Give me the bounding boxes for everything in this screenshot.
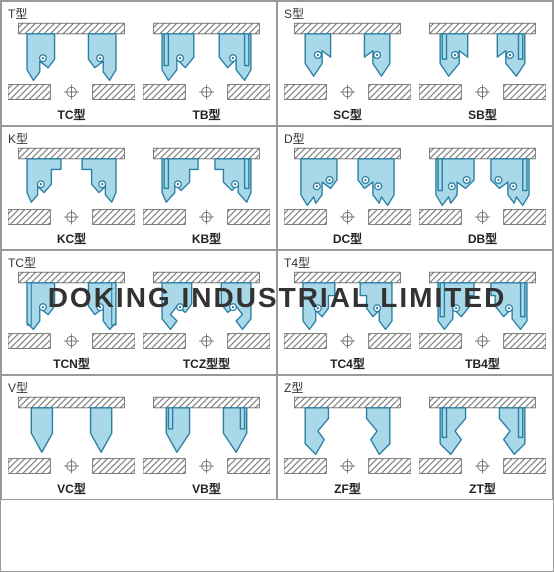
seal-item: SC型: [284, 19, 411, 122]
seal-diagram-sc: [284, 19, 411, 104]
group-cell: TC型 TCN型 TCZ型型: [1, 250, 277, 375]
seal-item-label: TCN型: [53, 355, 90, 371]
seal-diagram-dc: [284, 144, 411, 229]
seal-diagram-tc4: [284, 268, 411, 353]
group-cell: V型 VC型 VB型: [1, 375, 277, 500]
seal-diagram-zt: [419, 393, 546, 478]
seal-item: TCZ型型: [143, 268, 270, 371]
group-title: T型: [8, 5, 270, 19]
group-title: S型: [284, 5, 546, 19]
seal-type-grid: T型 TC型 TB型S型 S: [0, 0, 554, 572]
group-cell: K型 KC型 KB型: [1, 126, 277, 251]
seal-item-label: TCZ型型: [183, 355, 230, 371]
group-items: TC4型 TB4型: [284, 268, 546, 371]
group-title: K型: [8, 130, 270, 144]
seal-diagram-db: [419, 144, 546, 229]
group-items: DC型 DB型: [284, 144, 546, 247]
group-cell: D型 DC型 DB型: [277, 126, 553, 251]
group-cell: T4型 TC4型 TB4型: [277, 250, 553, 375]
seal-item: VB型: [143, 393, 270, 496]
group-title: V型: [8, 379, 270, 393]
seal-item: VC型: [8, 393, 135, 496]
seal-diagram-tcn: [8, 268, 135, 353]
seal-item-label: TB型: [193, 106, 221, 122]
seal-item: ZF型: [284, 393, 411, 496]
seal-item: KB型: [143, 144, 270, 247]
seal-item: TC型: [8, 19, 135, 122]
seal-diagram-vc: [8, 393, 135, 478]
seal-item: DB型: [419, 144, 546, 247]
group-items: TC型 TB型: [8, 19, 270, 122]
seal-item: TB型: [143, 19, 270, 122]
seal-item: TC4型: [284, 268, 411, 371]
seal-diagram-kc: [8, 144, 135, 229]
seal-item-label: VB型: [192, 480, 221, 496]
group-title: T4型: [284, 254, 546, 268]
seal-diagram-tcz: [143, 268, 270, 353]
group-cell: S型 SC型 SB型: [277, 1, 553, 126]
seal-item: KC型: [8, 144, 135, 247]
seal-item-label: TC型: [58, 106, 86, 122]
group-items: SC型 SB型: [284, 19, 546, 122]
group-cell: T型 TC型 TB型: [1, 1, 277, 126]
seal-item-label: KB型: [192, 230, 221, 246]
seal-item-label: KC型: [57, 230, 86, 246]
seal-item-label: TB4型: [465, 355, 500, 371]
seal-diagram-zf: [284, 393, 411, 478]
seal-item: TB4型: [419, 268, 546, 371]
group-title: D型: [284, 130, 546, 144]
group-items: ZF型 ZT型: [284, 393, 546, 496]
seal-item-label: DB型: [468, 230, 497, 246]
group-title: Z型: [284, 379, 546, 393]
seal-item-label: TC4型: [330, 355, 365, 371]
seal-diagram-tb4: [419, 268, 546, 353]
seal-item: DC型: [284, 144, 411, 247]
group-items: TCN型 TCZ型型: [8, 268, 270, 371]
seal-item-label: DC型: [333, 230, 362, 246]
seal-item: TCN型: [8, 268, 135, 371]
seal-item-label: ZT型: [469, 480, 496, 496]
seal-item: ZT型: [419, 393, 546, 496]
group-items: VC型 VB型: [8, 393, 270, 496]
seal-diagram-sb: [419, 19, 546, 104]
seal-diagram-vb: [143, 393, 270, 478]
seal-item-label: VC型: [57, 480, 86, 496]
seal-item-label: SB型: [468, 106, 497, 122]
seal-item-label: SC型: [333, 106, 362, 122]
group-title: TC型: [8, 254, 270, 268]
group-items: KC型 KB型: [8, 144, 270, 247]
seal-diagram-tc: [8, 19, 135, 104]
seal-diagram-tb: [143, 19, 270, 104]
seal-diagram-kb: [143, 144, 270, 229]
seal-item-label: ZF型: [334, 480, 361, 496]
seal-item: SB型: [419, 19, 546, 122]
group-cell: Z型 ZF型 ZT型: [277, 375, 553, 500]
